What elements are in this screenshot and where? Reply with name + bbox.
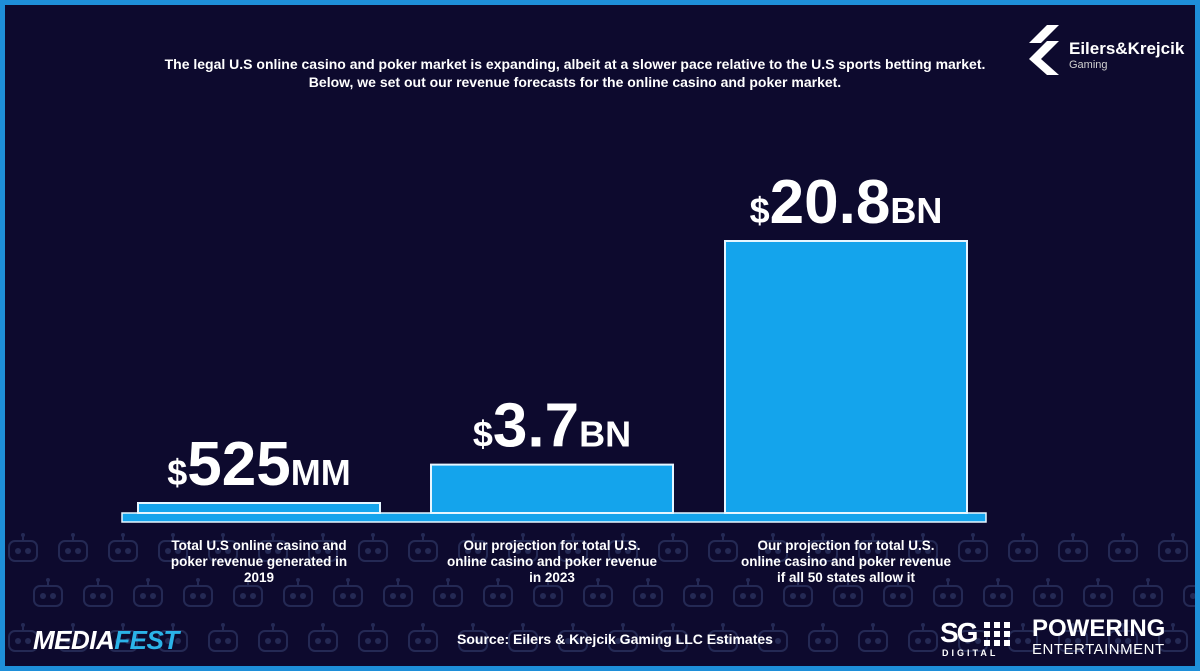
data-label-prefix: $ bbox=[167, 452, 187, 493]
data-label-suffix: MM bbox=[291, 452, 351, 493]
data-label: $525MM bbox=[167, 430, 350, 499]
category-label: Total U.S online casino and poker revenue… bbox=[171, 538, 347, 585]
sg-grid-icon bbox=[984, 622, 1010, 646]
bar bbox=[137, 502, 381, 514]
mediafest-logo: MEDIAFEST bbox=[33, 625, 179, 656]
intro-line: Below, we set out our revenue forecasts … bbox=[308, 74, 842, 90]
mediafest-logo-part: MEDIA bbox=[33, 625, 115, 655]
powering-text: POWERING bbox=[1032, 615, 1166, 642]
category-label-line: Our projection for total U.S. bbox=[757, 538, 934, 553]
sg-logo-text: SG bbox=[940, 617, 978, 648]
intro-line: The legal U.S online casino and poker ma… bbox=[164, 56, 986, 72]
category-label-line: in 2023 bbox=[529, 570, 575, 585]
category-label-line: 2019 bbox=[244, 570, 274, 585]
category-label-line: if all 50 states allow it bbox=[777, 570, 916, 585]
data-label-prefix: $ bbox=[473, 414, 493, 455]
category-label-line: poker revenue generated in bbox=[171, 554, 347, 569]
data-label-number: 3.7 bbox=[493, 392, 579, 461]
data-label: $3.7BN bbox=[473, 392, 631, 461]
category-label-line: Our projection for total U.S. bbox=[463, 538, 640, 553]
ek-chevron-icon bbox=[1029, 25, 1059, 75]
category-label-line: online casino and poker revenue bbox=[741, 554, 952, 569]
slide-panel: The legal U.S online casino and poker ma… bbox=[5, 5, 1195, 666]
data-label-suffix: BN bbox=[890, 190, 942, 231]
sg-digital-text: DIGITAL bbox=[942, 648, 999, 658]
powering-entertainment-logo: POWERING ENTERTAINMENT bbox=[1032, 617, 1165, 659]
category-label: Our projection for total U.S. online casi… bbox=[447, 538, 658, 585]
source-note: Source: Eilers & Krejcik Gaming LLC Esti… bbox=[457, 631, 773, 647]
chart-baseline bbox=[121, 512, 987, 523]
category-label-line: Total U.S online casino and bbox=[171, 538, 346, 553]
data-label-number: 525 bbox=[187, 430, 290, 499]
data-label: $20.8BN bbox=[750, 168, 943, 237]
eilers-krejcik-logo: Eilers&Krejcik Gaming bbox=[1025, 23, 1190, 78]
ek-logo-sub: Gaming bbox=[1069, 59, 1108, 71]
ek-logo-name: Eilers&Krejcik bbox=[1069, 39, 1185, 58]
entertainment-text: ENTERTAINMENT bbox=[1032, 641, 1165, 658]
mediafest-logo-part: FEST bbox=[114, 625, 179, 655]
data-label-suffix: BN bbox=[579, 414, 631, 455]
category-label: Our projection for total U.S. online casi… bbox=[741, 538, 952, 585]
bar bbox=[724, 240, 968, 514]
intro-text: The legal U.S online casino and poker ma… bbox=[105, 55, 1045, 91]
data-label-number: 20.8 bbox=[770, 168, 891, 237]
revenue-bar-chart: $525MM Total U.S online casino and poker r… bbox=[121, 168, 987, 585]
sg-digital-logo: SG DIGITAL bbox=[940, 617, 1030, 661]
data-label-prefix: $ bbox=[750, 190, 770, 231]
category-label-line: online casino and poker revenue bbox=[447, 554, 658, 569]
bar bbox=[430, 463, 674, 515]
